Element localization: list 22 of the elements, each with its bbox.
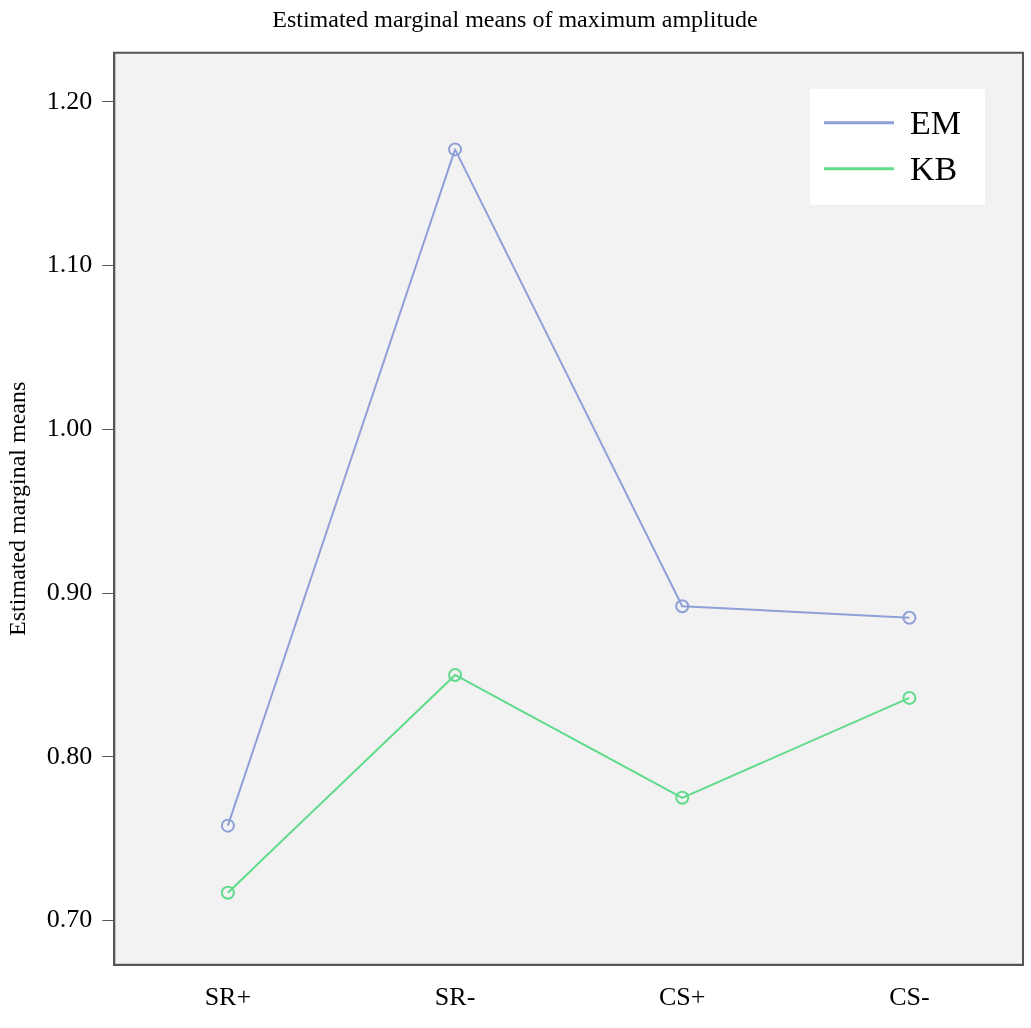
x-tick-label: CS- <box>889 982 930 1012</box>
point <box>675 790 690 805</box>
y-tick-label: 0.70 <box>46 904 93 934</box>
point <box>902 690 917 705</box>
y-tick-label: 0.80 <box>46 740 93 770</box>
y-tick-label: 1.20 <box>46 85 93 115</box>
y-tick-label: 0.90 <box>46 576 93 606</box>
x-tick-label: SR- <box>434 982 476 1012</box>
point <box>220 885 235 900</box>
x-tick-label: CS+ <box>659 982 706 1012</box>
y-tick-label: 1.00 <box>46 413 93 443</box>
point <box>448 667 463 682</box>
y-tick-label: 1.10 <box>46 249 93 279</box>
point <box>448 142 463 157</box>
chart-title: Estimated marginal means of maximum amplitude <box>272 5 758 32</box>
point <box>220 818 235 833</box>
y-axis-title: Estimated marginal means <box>3 381 30 636</box>
point <box>902 610 917 625</box>
legend-label: EM <box>910 103 961 141</box>
legend-label: KB <box>910 149 958 187</box>
x-tick-label: SR+ <box>204 982 252 1012</box>
point <box>675 599 690 614</box>
